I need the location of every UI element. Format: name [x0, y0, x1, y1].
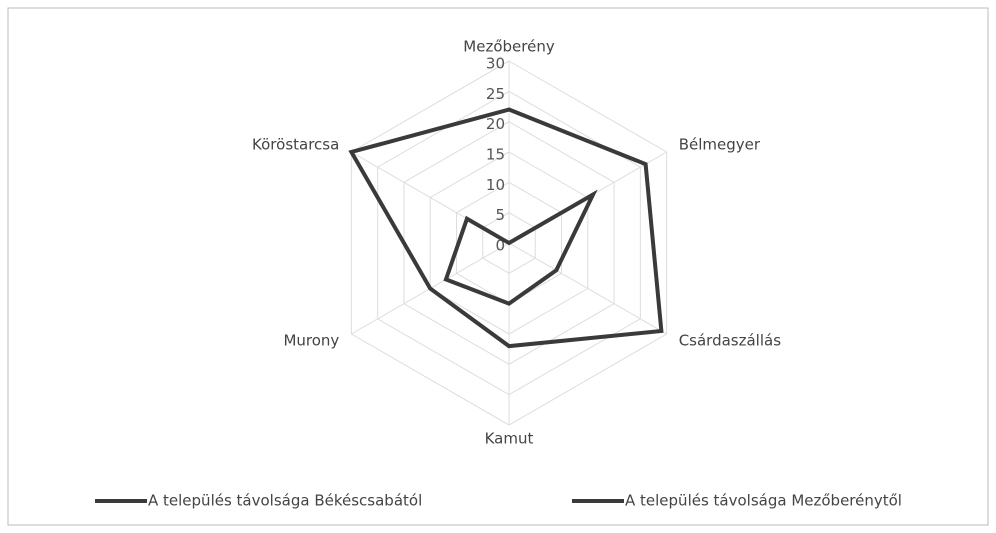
category-label: Bélmegyer: [679, 136, 761, 154]
category-label: Csárdaszállás: [679, 331, 782, 349]
tick-label: 25: [486, 85, 505, 103]
spoke: [508, 242, 667, 335]
tick-label: 30: [486, 55, 505, 73]
tick-label: 20: [486, 115, 505, 133]
category-label: Murony: [283, 331, 339, 349]
series-line: [348, 107, 664, 349]
category-label: Köröstarcsa: [252, 136, 339, 154]
tick-label: 0: [495, 237, 505, 255]
series-line: [443, 189, 598, 306]
tick-label: 10: [486, 176, 505, 194]
legend-label: A település távolsága Mezőberénytől: [625, 492, 902, 510]
tick-label: 15: [486, 146, 505, 164]
category-label: Mezőberény: [463, 38, 555, 56]
legend-label: A település távolsága Békéscsabától: [148, 492, 422, 510]
category-label: Kamut: [485, 429, 534, 447]
tick-label: 5: [495, 206, 505, 224]
